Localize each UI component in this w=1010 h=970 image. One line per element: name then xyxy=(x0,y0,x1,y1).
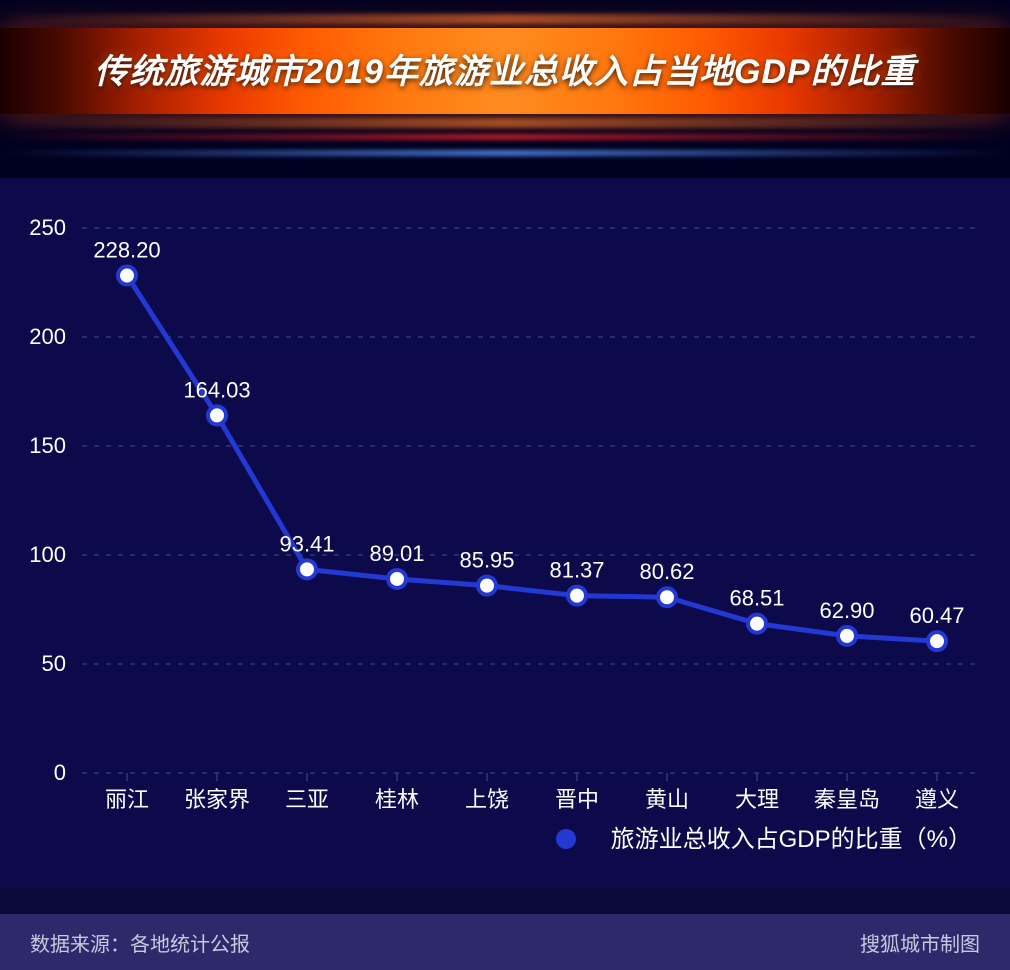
x-category-label: 晋中 xyxy=(555,787,599,812)
x-category-label: 遵义 xyxy=(915,787,959,812)
line-chart-svg: 0 50 100 150 200 250 228.20 164.03 93.41 89.01 85.… xyxy=(0,178,1010,888)
y-tick-label: 100 xyxy=(29,542,66,567)
data-point xyxy=(658,588,676,606)
value-label: 228.20 xyxy=(93,238,160,263)
x-category-label: 秦皇岛 xyxy=(814,787,880,812)
y-tick-label: 0 xyxy=(54,760,66,785)
value-label: 60.47 xyxy=(909,603,964,628)
value-label: 85.95 xyxy=(459,548,514,573)
data-point xyxy=(748,615,766,633)
value-label: 93.41 xyxy=(279,531,334,556)
x-category-label: 丽江 xyxy=(105,787,149,812)
x-category-label: 上饶 xyxy=(465,787,509,812)
y-tick-label: 250 xyxy=(29,215,66,240)
chart-area: 0 50 100 150 200 250 228.20 164.03 93.41 89.01 85.… xyxy=(0,178,1010,888)
y-tick-label: 50 xyxy=(42,651,66,676)
value-label: 68.51 xyxy=(729,586,784,611)
x-category-label: 黄山 xyxy=(645,787,689,812)
x-category-label: 桂林 xyxy=(375,787,419,812)
data-point xyxy=(208,406,226,424)
header-stripe-blue xyxy=(0,150,1010,156)
x-category-label: 三亚 xyxy=(285,787,329,812)
footer-bar: 数据来源：各地统计公报 搜狐城市制图 xyxy=(0,914,1010,970)
chart-title: 传统旅游城市2019年旅游业总收入占当地GDP的比重 xyxy=(0,44,1010,93)
y-tick-label: 200 xyxy=(29,324,66,349)
data-source-label: 数据来源：各地统计公报 xyxy=(30,928,250,957)
value-label: 164.03 xyxy=(183,377,250,402)
data-point xyxy=(838,627,856,645)
x-category-label: 大理 xyxy=(735,787,779,812)
data-point xyxy=(388,570,406,588)
data-point xyxy=(478,577,496,595)
data-point xyxy=(118,267,136,285)
value-label: 80.62 xyxy=(639,559,694,584)
data-point xyxy=(568,587,586,605)
y-tick-label: 150 xyxy=(29,433,66,458)
legend-marker xyxy=(556,829,576,849)
data-point xyxy=(298,560,316,578)
data-point xyxy=(928,632,946,650)
value-label: 89.01 xyxy=(369,541,424,566)
credit-label: 搜狐城市制图 xyxy=(860,928,980,957)
x-category-label: 张家界 xyxy=(184,787,250,812)
header-stripe-red xyxy=(0,134,1010,140)
value-label: 81.37 xyxy=(549,558,604,583)
header-banner: 传统旅游城市2019年旅游业总收入占当地GDP的比重 xyxy=(0,0,1010,178)
legend-label: 旅游业总收入占GDP的比重（%） xyxy=(611,826,972,853)
value-label: 62.90 xyxy=(819,598,874,623)
